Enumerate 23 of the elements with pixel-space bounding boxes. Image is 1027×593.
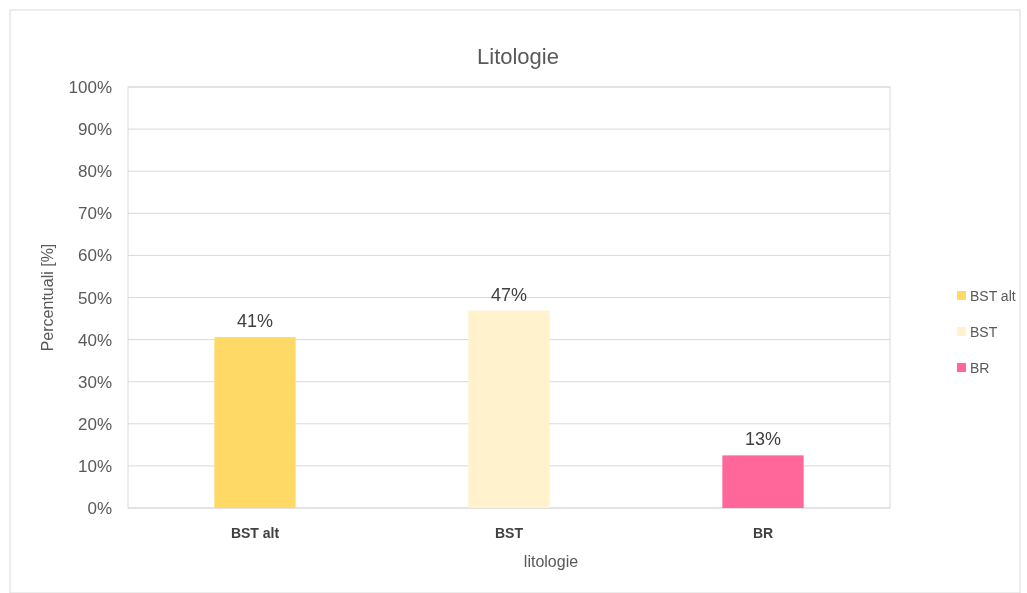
x-axis-title: litologie — [523, 553, 579, 570]
data-label: 47% — [490, 284, 528, 305]
legend-label: BST — [970, 324, 998, 340]
data-label: 13% — [744, 429, 782, 450]
chart-title: Litologie — [477, 44, 559, 69]
legend-label: BR — [970, 360, 990, 376]
y-tick-label: 60% — [77, 246, 112, 266]
y-tick-label: 100% — [68, 78, 112, 97]
y-tick-label: 70% — [77, 204, 112, 224]
y-tick-label: 50% — [77, 288, 112, 308]
x-tick-label: BST — [495, 525, 524, 541]
y-tick-label: 40% — [77, 330, 112, 350]
y-tick-label: 10% — [77, 456, 112, 476]
x-tick-label: BST alt — [230, 525, 280, 541]
x-tick-label: BR — [752, 525, 774, 541]
y-tick-label: 20% — [77, 414, 112, 434]
y-tick-label: 0% — [87, 499, 112, 518]
y-tick-label: 30% — [77, 372, 112, 392]
y-tick-label: 80% — [77, 162, 112, 182]
legend-label: BST alt — [970, 288, 1016, 304]
data-label: 41% — [236, 311, 274, 332]
y-tick-label: 90% — [77, 120, 112, 140]
y-axis-title: Percentuali [%] — [39, 243, 56, 352]
